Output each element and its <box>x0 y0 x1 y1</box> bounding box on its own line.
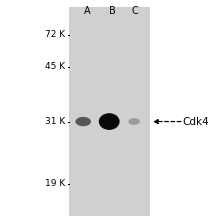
Text: B: B <box>109 6 116 16</box>
Text: 45 K: 45 K <box>45 62 66 71</box>
Ellipse shape <box>76 117 91 126</box>
Ellipse shape <box>129 118 140 125</box>
Ellipse shape <box>99 113 120 130</box>
Text: Cdk4: Cdk4 <box>182 117 208 126</box>
Text: C: C <box>132 6 139 16</box>
Text: 72 K: 72 K <box>45 30 66 39</box>
Text: 19 K: 19 K <box>45 180 66 188</box>
Text: 31 K: 31 K <box>45 117 66 126</box>
Bar <box>69 7 150 216</box>
Text: A: A <box>84 6 91 16</box>
